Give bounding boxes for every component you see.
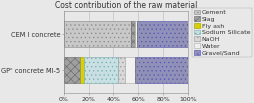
Bar [84,57,118,83]
Bar [64,21,131,47]
Bar [125,57,135,83]
Bar [118,57,125,83]
Bar [135,57,188,83]
Bar [137,21,188,47]
Bar [64,57,80,83]
Legend: Cement, Slag, Fly ash, Sodium Silicate, NaOH, Water, Gravel/Sand: Cement, Slag, Fly ash, Sodium Silicate, … [192,8,252,57]
Bar [131,21,135,47]
Bar [80,57,84,83]
Bar [135,21,137,47]
Title: Cost contribution of the raw material: Cost contribution of the raw material [55,1,197,10]
